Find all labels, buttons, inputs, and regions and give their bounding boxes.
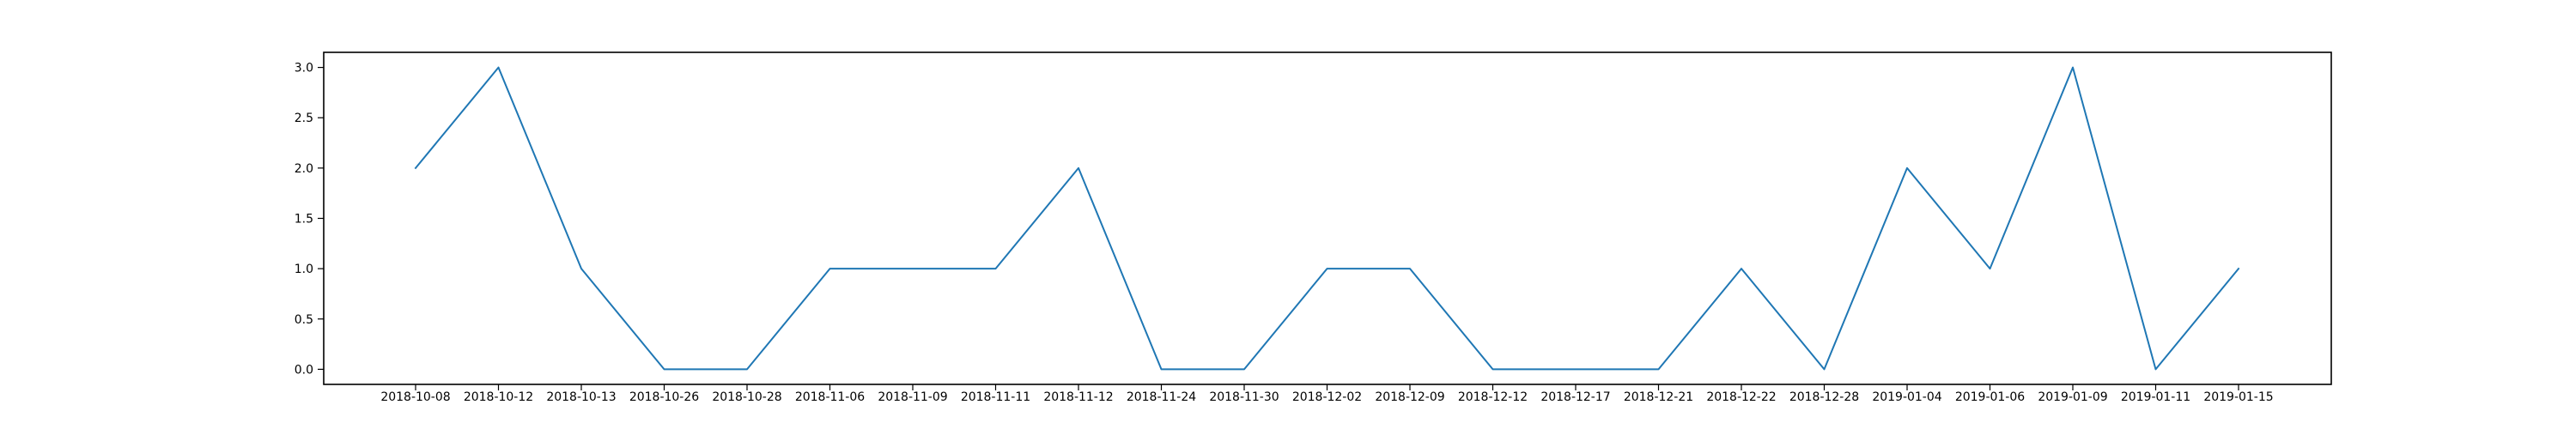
x-tick-label: 2018-10-12	[464, 390, 533, 404]
x-tick-label: 2019-01-15	[2203, 390, 2273, 404]
x-tick-label: 2018-11-12	[1043, 390, 1113, 404]
x-tick-label: 2018-10-08	[380, 390, 450, 404]
plot-series	[414, 66, 2240, 371]
y-tick-label: 0.5	[295, 313, 313, 327]
x-tick-label: 2018-11-09	[878, 390, 947, 404]
x-tick-label: 2018-12-17	[1540, 390, 1610, 404]
x-tick-label: 2018-11-11	[961, 390, 1030, 404]
x-tick-label: 2018-11-24	[1127, 390, 1196, 404]
x-tick-label: 2019-01-11	[2121, 390, 2190, 404]
x-tick-label: 2018-11-30	[1209, 390, 1279, 404]
x-tick-label: 2018-11-06	[795, 390, 865, 404]
series-line	[414, 66, 2240, 371]
x-tick-label: 2018-12-21	[1624, 390, 1693, 404]
x-tick-label: 2018-10-28	[712, 390, 781, 404]
x-tick-label: 2018-10-26	[629, 390, 699, 404]
x-tick-label: 2019-01-04	[1872, 390, 1941, 404]
y-tick-label: 1.5	[295, 213, 313, 227]
y-tick-label: 1.0	[295, 263, 313, 276]
x-tick-label: 2019-01-09	[2038, 390, 2107, 404]
x-tick-label: 2018-12-28	[1789, 390, 1859, 404]
plot-frame	[323, 51, 2332, 385]
y-tick-label: 2.0	[295, 162, 313, 176]
x-tick-label: 2019-01-06	[1955, 390, 2025, 404]
x-tick-label: 2018-12-09	[1375, 390, 1444, 404]
x-tick-label: 2018-10-13	[546, 390, 616, 404]
y-tick-label: 3.0	[295, 62, 313, 76]
y-tick-label: 0.0	[295, 363, 313, 377]
y-axis: 0.0 0.5 1.0 1.5 2.0 2.5 3.0	[295, 62, 324, 377]
x-axis: 2018-10-08 2018-10-12 2018-10-13 2018-10-26…	[380, 384, 2274, 404]
x-tick-label: 2018-12-22	[1706, 390, 1776, 404]
x-tick-label: 2018-12-12	[1458, 390, 1528, 404]
x-tick-label: 2018-12-02	[1292, 390, 1362, 404]
y-tick-label: 2.5	[295, 112, 313, 125]
